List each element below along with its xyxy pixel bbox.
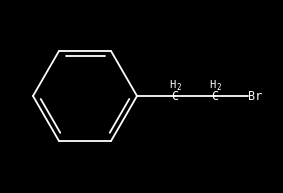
Text: H: H bbox=[209, 80, 215, 90]
Text: C: C bbox=[211, 90, 218, 102]
Text: C: C bbox=[171, 90, 179, 102]
Text: Br: Br bbox=[248, 90, 262, 102]
Text: 2: 2 bbox=[217, 84, 221, 92]
Text: H: H bbox=[169, 80, 175, 90]
Text: 2: 2 bbox=[177, 84, 181, 92]
